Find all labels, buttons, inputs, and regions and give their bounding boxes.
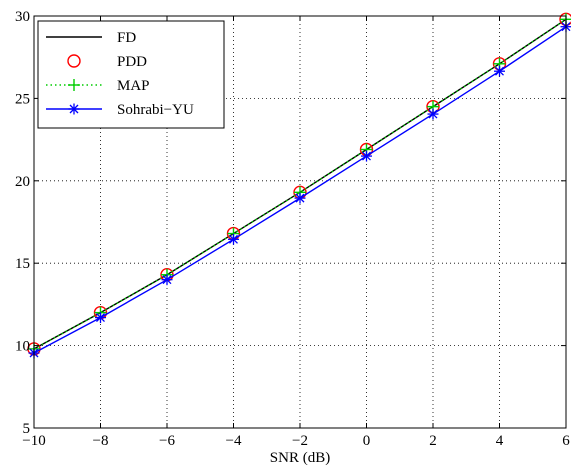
series-4-point xyxy=(161,274,173,286)
y-tick-label: 20 xyxy=(15,174,30,190)
legend-label: FD xyxy=(117,30,136,46)
legend-marker xyxy=(67,54,81,68)
legend-label: PDD xyxy=(117,54,147,70)
legend-entry: MAP xyxy=(46,78,150,94)
legend-entry: FD xyxy=(46,30,136,46)
y-tick-label: 15 xyxy=(15,256,30,272)
series-4-point xyxy=(95,312,106,324)
legend-marker xyxy=(68,79,80,91)
series-4-point-d2 xyxy=(428,109,438,119)
y-tick-label: 10 xyxy=(15,339,30,355)
x-tick-label: 0 xyxy=(363,433,371,449)
ticks: −10 −8 −6 −4 −2 0 2 4 6 5 10 15 20 25 30 xyxy=(15,9,570,449)
series-4-point-d2 xyxy=(362,151,371,161)
series-4-point-d2 xyxy=(495,66,504,76)
x-tick-label: 4 xyxy=(496,433,504,449)
legend-marker xyxy=(68,103,80,115)
series-4-point-d2 xyxy=(96,313,105,323)
series-4-point xyxy=(228,233,239,245)
series-4-point xyxy=(361,150,372,162)
series-4-point-d2 xyxy=(295,193,305,203)
x-axis-label: SNR (dB) xyxy=(270,450,330,466)
legend-entry: PDD xyxy=(67,54,147,70)
y-tick-label: 5 xyxy=(23,421,31,437)
x-tick-label: −6 xyxy=(159,433,175,449)
legend-label: MAP xyxy=(117,78,150,94)
x-tick-label: 6 xyxy=(562,433,570,449)
series-4-point-d2 xyxy=(162,275,172,285)
legend-entry: Sohrabi−YU xyxy=(46,102,194,118)
series-4-point xyxy=(427,108,439,120)
series-4-point xyxy=(494,65,505,77)
legend-label: Sohrabi−YU xyxy=(117,102,194,118)
series-4-point xyxy=(294,192,306,204)
x-tick-label: −2 xyxy=(292,433,308,449)
x-tick-label: −4 xyxy=(226,433,242,449)
x-tick-label: 2 xyxy=(429,433,437,449)
legend-marker-d2 xyxy=(69,104,79,114)
y-tick-label: 25 xyxy=(15,91,30,107)
legend-box xyxy=(37,20,225,129)
y-tick-label: 30 xyxy=(15,9,30,25)
series-4-point-d2 xyxy=(229,234,238,244)
x-tick-label: −8 xyxy=(93,433,109,449)
x-tick-label: −10 xyxy=(22,433,45,449)
legend: FD PDD MAP Sohrabi−YU xyxy=(37,20,225,129)
